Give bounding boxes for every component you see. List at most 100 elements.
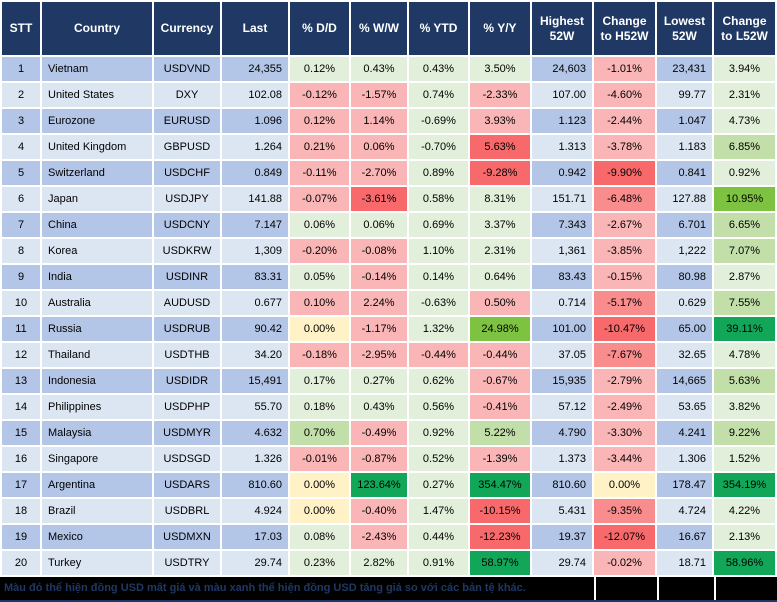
cell-highest-52w: 0.714 bbox=[532, 291, 592, 315]
cell-country: United Kingdom bbox=[42, 135, 152, 159]
cell-country: Argentina bbox=[42, 473, 152, 497]
cell-ytd: 1.47% bbox=[409, 499, 468, 523]
cell-dd: 0.00% bbox=[290, 499, 349, 523]
cell-highest-52w: 19.37 bbox=[532, 525, 592, 549]
table-row: 13 Indonesia USDIDR 15,491 0.17% 0.27% 0.62% -0… bbox=[2, 369, 775, 393]
cell-highest-52w: 7.343 bbox=[532, 213, 592, 237]
cell-ytd: -0.44% bbox=[409, 343, 468, 367]
cell-lowest-52w: 32.65 bbox=[657, 343, 712, 367]
cell-stt: 5 bbox=[2, 161, 40, 185]
cell-currency: AUDUSD bbox=[154, 291, 220, 315]
table-row: 9 India USDINR 83.31 0.05% -0.14% 0.14% 0.64% 83… bbox=[2, 265, 775, 289]
cell-ytd: 0.89% bbox=[409, 161, 468, 185]
cell-last: 29.74 bbox=[222, 551, 288, 575]
table-row: 12 Thailand USDTHB 34.20 -0.18% -2.95% -0.44% -… bbox=[2, 343, 775, 367]
cell-yy: 24.98% bbox=[470, 317, 530, 341]
cell-ytd: 0.74% bbox=[409, 83, 468, 107]
cell-country: Singapore bbox=[42, 447, 152, 471]
cell-change-to-h52w: -9.35% bbox=[594, 499, 655, 523]
cell-ytd: -0.69% bbox=[409, 109, 468, 133]
cell-dd: 0.06% bbox=[290, 213, 349, 237]
cell-last: 810.60 bbox=[222, 473, 288, 497]
cell-lowest-52w: 18.71 bbox=[657, 551, 712, 575]
cell-country: Switzerland bbox=[42, 161, 152, 185]
cell-stt: 12 bbox=[2, 343, 40, 367]
cell-yy: 2.31% bbox=[470, 239, 530, 263]
cell-last: 24,355 bbox=[222, 57, 288, 81]
cell-currency: USDPHP bbox=[154, 395, 220, 419]
cell-change-to-h52w: -6.48% bbox=[594, 187, 655, 211]
cell-yy: 58.97% bbox=[470, 551, 530, 575]
cell-highest-52w: 24,603 bbox=[532, 57, 592, 81]
cell-ww: 2.82% bbox=[351, 551, 407, 575]
cell-yy: 354.47% bbox=[470, 473, 530, 497]
cell-dd: 0.70% bbox=[290, 421, 349, 445]
table-row: 5 Switzerland USDCHF 0.849 -0.11% -2.70% 0.89%… bbox=[2, 161, 775, 185]
cell-dd: -0.07% bbox=[290, 187, 349, 211]
cell-stt: 2 bbox=[2, 83, 40, 107]
cell-highest-52w: 1,361 bbox=[532, 239, 592, 263]
cell-yy: -9.28% bbox=[470, 161, 530, 185]
table-body: 1 Vietnam USDVND 24,355 0.12% 0.43% 0.43% 3.50%… bbox=[2, 57, 775, 575]
cell-currency: USDMXN bbox=[154, 525, 220, 549]
cell-change-to-l52w: 2.13% bbox=[714, 525, 775, 549]
cell-last: 1.326 bbox=[222, 447, 288, 471]
column-header-0: STT bbox=[2, 2, 40, 55]
column-header-7: % Y/Y bbox=[470, 2, 530, 55]
cell-currency: GBPUSD bbox=[154, 135, 220, 159]
cell-change-to-l52w: 7.07% bbox=[714, 239, 775, 263]
cell-change-to-l52w: 7.55% bbox=[714, 291, 775, 315]
cell-ww: -0.40% bbox=[351, 499, 407, 523]
cell-stt: 7 bbox=[2, 213, 40, 237]
cell-ww: -0.87% bbox=[351, 447, 407, 471]
cell-dd: 0.10% bbox=[290, 291, 349, 315]
cell-stt: 16 bbox=[2, 447, 40, 471]
table-row: 3 Eurozone EURUSD 1.096 0.12% 1.14% -0.69% 3.93… bbox=[2, 109, 775, 133]
cell-last: 7.147 bbox=[222, 213, 288, 237]
cell-yy: -0.41% bbox=[470, 395, 530, 419]
cell-change-to-l52w: 4.73% bbox=[714, 109, 775, 133]
cell-change-to-l52w: 4.78% bbox=[714, 343, 775, 367]
cell-country: Turkey bbox=[42, 551, 152, 575]
cell-change-to-l52w: 9.22% bbox=[714, 421, 775, 445]
cell-country: China bbox=[42, 213, 152, 237]
cell-change-to-l52w: 5.63% bbox=[714, 369, 775, 393]
cell-currency: USDMYR bbox=[154, 421, 220, 445]
color-legend-note: Màu đỏ thể hiện đồng USD mất giá và màu … bbox=[0, 577, 594, 600]
cell-lowest-52w: 4.241 bbox=[657, 421, 712, 445]
cell-dd: 0.08% bbox=[290, 525, 349, 549]
fx-table: STT Country Currency Last% D/D% W/W% YTD% Y… bbox=[0, 0, 777, 577]
cell-currency: USDVND bbox=[154, 57, 220, 81]
cell-ww: -0.49% bbox=[351, 421, 407, 445]
column-header-5: % W/W bbox=[351, 2, 407, 55]
cell-currency: USDCHF bbox=[154, 161, 220, 185]
cell-yy: 8.31% bbox=[470, 187, 530, 211]
cell-currency: USDJPY bbox=[154, 187, 220, 211]
cell-lowest-52w: 1.047 bbox=[657, 109, 712, 133]
cell-change-to-h52w: -1.01% bbox=[594, 57, 655, 81]
cell-ytd: 0.62% bbox=[409, 369, 468, 393]
cell-dd: 0.05% bbox=[290, 265, 349, 289]
cell-ytd: 1.32% bbox=[409, 317, 468, 341]
cell-ww: 123.64% bbox=[351, 473, 407, 497]
cell-yy: 5.63% bbox=[470, 135, 530, 159]
cell-lowest-52w: 1.306 bbox=[657, 447, 712, 471]
cell-currency: EURUSD bbox=[154, 109, 220, 133]
cell-ww: 0.43% bbox=[351, 395, 407, 419]
cell-lowest-52w: 178.47 bbox=[657, 473, 712, 497]
table-row: 1 Vietnam USDVND 24,355 0.12% 0.43% 0.43% 3.50%… bbox=[2, 57, 775, 81]
cell-country: Indonesia bbox=[42, 369, 152, 393]
cell-last: 102.08 bbox=[222, 83, 288, 107]
cell-lowest-52w: 1.183 bbox=[657, 135, 712, 159]
table-row: 17 Argentina USDARS 810.60 0.00% 123.64% 0.27%… bbox=[2, 473, 775, 497]
cell-change-to-l52w: 2.31% bbox=[714, 83, 775, 107]
cell-dd: 0.00% bbox=[290, 317, 349, 341]
cell-change-to-l52w: 39.11% bbox=[714, 317, 775, 341]
cell-change-to-l52w: 2.87% bbox=[714, 265, 775, 289]
cell-ww: 0.27% bbox=[351, 369, 407, 393]
cell-change-to-h52w: -3.85% bbox=[594, 239, 655, 263]
cell-ytd: 0.52% bbox=[409, 447, 468, 471]
table-row: 10 Australia AUDUSD 0.677 0.10% 2.24% -0.63% 0.… bbox=[2, 291, 775, 315]
cell-country: Korea bbox=[42, 239, 152, 263]
cell-yy: -1.39% bbox=[470, 447, 530, 471]
